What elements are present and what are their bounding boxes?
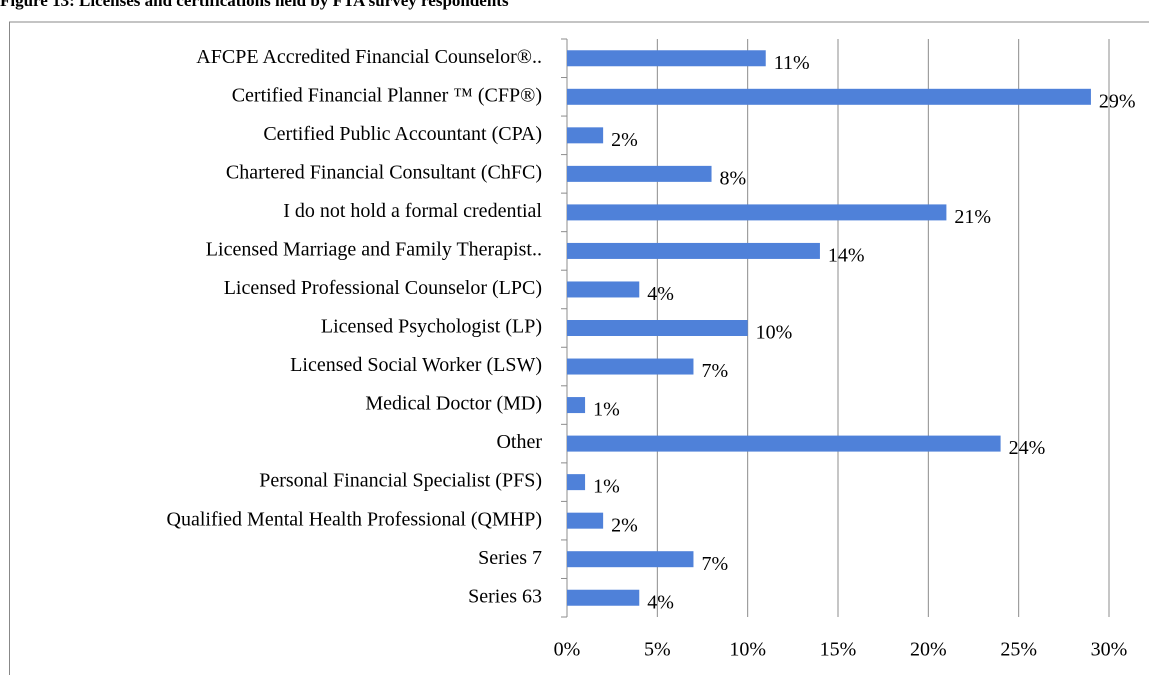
data-label: 2%: [611, 514, 638, 536]
bar: [567, 320, 748, 336]
bar: [567, 165, 712, 182]
bar: [567, 435, 1001, 452]
x-tick-label: 20%: [910, 639, 947, 661]
bar: [567, 512, 604, 529]
y-tick-label: Other: [496, 431, 542, 453]
bar: [567, 242, 820, 259]
x-tick-label: 25%: [1000, 639, 1037, 661]
data-label: 21%: [954, 206, 991, 228]
bar: [567, 397, 586, 414]
y-tick-label: Chartered Financial Consultant (ChFC): [226, 161, 542, 183]
data-label: 29%: [1099, 90, 1136, 112]
data-label: 2%: [611, 129, 638, 151]
data-label: 7%: [701, 360, 728, 382]
bar: [567, 88, 1091, 105]
y-tick-label: Series 7: [478, 547, 542, 569]
data-label: 11%: [774, 52, 810, 74]
y-tick-label: Medical Doctor (MD): [365, 393, 542, 415]
data-label: 14%: [828, 245, 865, 267]
y-tick-label: AFCPE Accredited Financial Counselor®..: [196, 46, 542, 68]
y-tick-label: Certified Public Accountant (CPA): [263, 123, 542, 145]
data-label: 1%: [593, 476, 620, 498]
bar: [567, 50, 766, 67]
bar: [567, 358, 694, 375]
bar: [567, 551, 694, 568]
chart-title: Figure 13: Licenses and certifications h…: [0, 0, 509, 10]
x-tick-label: 5%: [644, 639, 671, 661]
x-tick-label: 15%: [820, 639, 857, 661]
data-label: 4%: [647, 283, 674, 305]
data-label: 1%: [593, 399, 620, 421]
y-tick-label: Personal Financial Specialist (PFS): [259, 470, 542, 492]
y-tick-label: Licensed Marriage and Family Therapist..: [206, 239, 542, 261]
data-label: 10%: [756, 322, 793, 344]
y-tick-label: Qualified Mental Health Professional (QM…: [167, 508, 542, 530]
bar: [567, 474, 586, 491]
x-tick-label: 10%: [729, 639, 766, 661]
bar: [567, 204, 947, 221]
x-tick-label: 30%: [1091, 639, 1128, 661]
y-tick-label: Licensed Psychologist (LP): [321, 316, 542, 338]
bar: [567, 589, 640, 606]
y-tick-label: Series 63: [468, 585, 542, 607]
y-tick-label: I do not hold a formal credential: [283, 200, 542, 222]
x-tick-label: 0%: [554, 639, 581, 661]
y-tick-label: Certified Financial Planner ™ (CFP®): [232, 84, 542, 106]
data-label: 4%: [647, 591, 674, 613]
bar: [567, 281, 640, 298]
bar: [567, 127, 604, 144]
data-label: 7%: [701, 553, 728, 575]
data-label: 24%: [1009, 437, 1046, 459]
y-tick-label: Licensed Professional Counselor (LPC): [224, 277, 542, 299]
data-label: 8%: [720, 167, 747, 189]
y-tick-label: Licensed Social Worker (LSW): [290, 354, 542, 376]
